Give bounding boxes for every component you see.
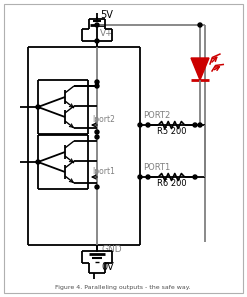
Circle shape: [36, 105, 40, 109]
Circle shape: [198, 123, 202, 127]
Circle shape: [95, 130, 99, 134]
Text: Iport2: Iport2: [92, 115, 115, 124]
Circle shape: [193, 123, 197, 127]
Text: PORT1: PORT1: [143, 162, 170, 171]
Text: R6 200: R6 200: [157, 179, 186, 189]
Text: Iport1: Iport1: [92, 167, 115, 176]
Circle shape: [95, 80, 99, 84]
Circle shape: [198, 23, 202, 27]
Circle shape: [146, 123, 150, 127]
Circle shape: [146, 175, 150, 179]
Circle shape: [95, 39, 99, 43]
Text: V+: V+: [100, 29, 114, 38]
Text: GND: GND: [101, 246, 122, 255]
Text: PORT2: PORT2: [143, 110, 170, 119]
Circle shape: [36, 160, 40, 164]
Circle shape: [95, 185, 99, 189]
Text: 0V: 0V: [101, 262, 114, 272]
Circle shape: [95, 135, 99, 139]
Text: R5 200: R5 200: [157, 127, 186, 137]
Circle shape: [138, 175, 142, 179]
Text: 5V: 5V: [100, 10, 113, 20]
Circle shape: [193, 175, 197, 179]
Circle shape: [95, 23, 99, 27]
Text: Figure 4. Paralleling outputs - the safe way.: Figure 4. Paralleling outputs - the safe…: [55, 285, 191, 290]
Circle shape: [95, 84, 99, 88]
Circle shape: [138, 123, 142, 127]
Polygon shape: [191, 58, 209, 80]
